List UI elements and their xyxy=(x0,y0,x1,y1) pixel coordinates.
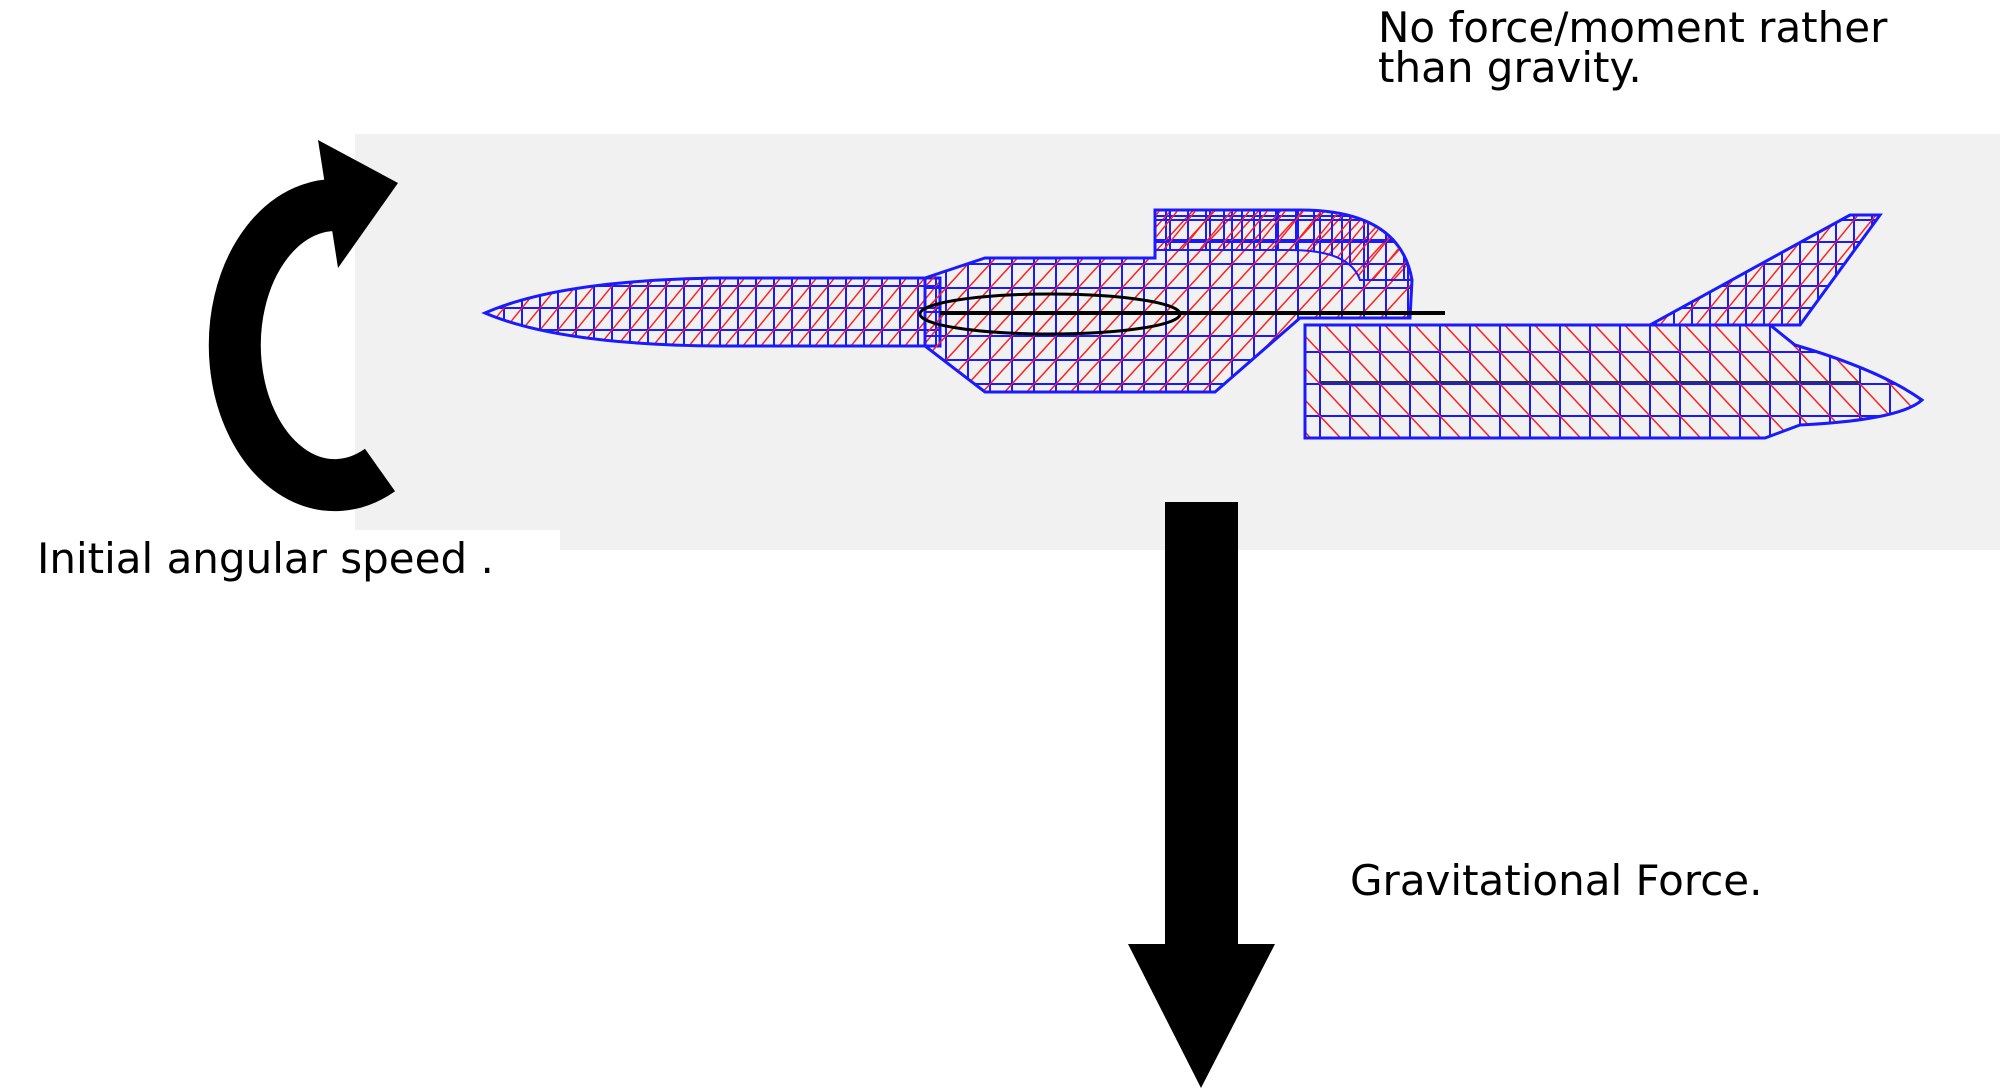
curved-arrow-icon xyxy=(208,140,398,512)
down-arrow-icon xyxy=(1128,502,1275,1088)
aircraft-wireframe xyxy=(481,208,1925,440)
tail-fin xyxy=(1649,213,1883,327)
dorsal-fairing xyxy=(1154,209,1414,281)
angular-speed-label: Initial angular speed . xyxy=(37,534,494,583)
gravity-label: Gravitational Force. xyxy=(1350,856,1763,905)
no-force-note: No force/moment rather than gravity. xyxy=(1378,3,1888,92)
